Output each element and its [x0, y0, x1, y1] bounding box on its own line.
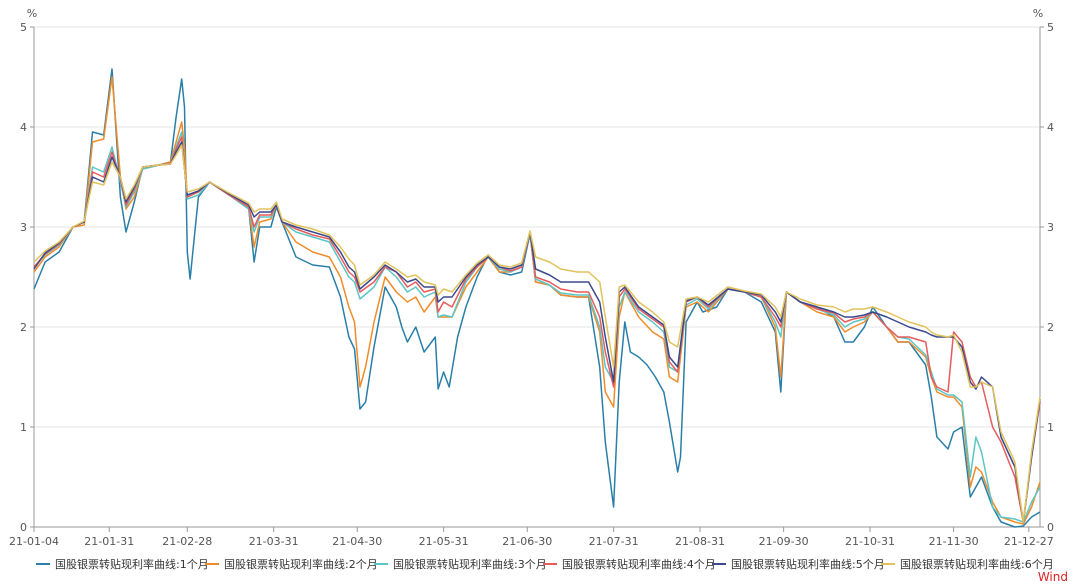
x-tick-label: 21-01-04 — [9, 535, 59, 548]
axes: 0 0 1 1 2 2 3 3 4 4 5 5% % 21-01-04 21-01-31 21-02-28 21… — [9, 7, 1054, 548]
x-tick-label: 21-09-30 — [759, 535, 809, 548]
series-lines — [33, 68, 1041, 528]
y-tick-label-left: 1 — [20, 421, 27, 434]
gridlines — [34, 26, 1040, 428]
legend-label-1: 国股银票转贴现利率曲线:1个月 — [55, 557, 209, 571]
y-tick-label-left: 3 — [20, 221, 27, 234]
x-tick-label: 21-10-31 — [845, 535, 895, 548]
source-label: Wind — [1038, 570, 1068, 584]
x-tick-label: 21-01-31 — [84, 535, 134, 548]
legend: 国股银票转贴现利率曲线:1个月 国股银票转贴现利率曲线:2个月 国股银票转贴现利率曲… — [36, 557, 1054, 571]
x-tick-label: 21-04-30 — [332, 535, 382, 548]
x-tick-label: 21-06-30 — [502, 535, 552, 548]
y-tick-label-right: 1 — [1047, 421, 1054, 434]
y-tick-label-right: 3 — [1047, 221, 1054, 234]
legend-label-2: 国股银票转贴现利率曲线:2个月 — [224, 557, 378, 571]
legend-label-6: 国股银票转贴现利率曲线:6个月 — [900, 557, 1054, 571]
series-line-6 — [33, 144, 1041, 523]
series-line-2 — [33, 76, 1041, 525]
y-tick-label-right: 5 — [1047, 21, 1054, 34]
x-tick-label: 21-05-31 — [419, 535, 469, 548]
x-tick-label: 21-02-28 — [162, 535, 212, 548]
x-tick-label: 21-08-31 — [675, 535, 725, 548]
y-unit-left: % — [27, 7, 37, 20]
y-tick-label-left: 0 — [20, 521, 27, 534]
y-tick-label-left: 2 — [20, 321, 27, 334]
series-line-5 — [33, 141, 1041, 523]
x-tick-label: 21-12-27 — [1004, 535, 1054, 548]
y-tick-label-right: 2 — [1047, 321, 1054, 334]
series-line-1 — [33, 68, 1041, 528]
legend-label-5: 国股银票转贴现利率曲线:5个月 — [731, 557, 885, 571]
y-tick-label-left: 5 — [20, 21, 27, 34]
legend-label-3: 国股银票转贴现利率曲线:3个月 — [393, 557, 547, 571]
x-tick-label: 21-07-31 — [589, 535, 639, 548]
x-tick-label: 21-11-30 — [929, 535, 979, 548]
y-tick-label-right: 4 — [1047, 121, 1054, 134]
y-tick-label-left: 4 — [20, 121, 27, 134]
y-tick-label-right: 0 — [1047, 521, 1054, 534]
legend-label-4: 国股银票转贴现利率曲线:4个月 — [562, 557, 716, 571]
series-line-4 — [33, 136, 1041, 523]
x-tick-label: 21-03-31 — [249, 535, 299, 548]
y-unit-right: % — [1033, 7, 1043, 20]
